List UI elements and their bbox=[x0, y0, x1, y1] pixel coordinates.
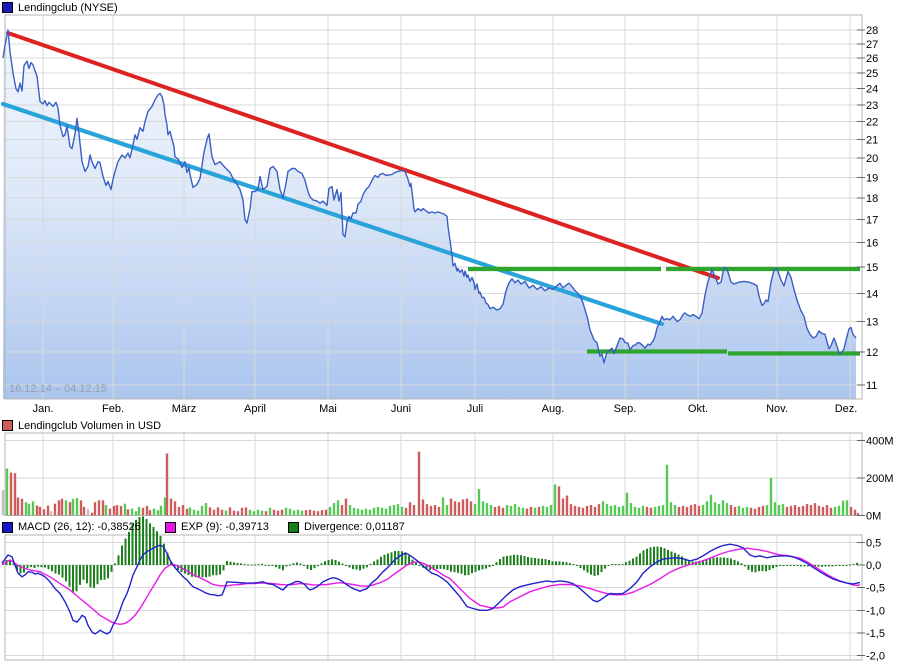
chart-title: Lendingclub (NYSE) bbox=[18, 1, 118, 14]
volume-axis-label: 200M bbox=[866, 473, 894, 485]
price-axis-label: 18 bbox=[866, 193, 878, 205]
price-axis-label: 20 bbox=[866, 153, 878, 165]
volume-axis-label: 0M bbox=[866, 510, 881, 522]
month-label: Nov. bbox=[766, 403, 788, 415]
divergence-legend-item: Divergence: 0,01187 bbox=[288, 521, 405, 533]
price-axis-label: 23 bbox=[866, 100, 878, 112]
macd-line bbox=[1, 543, 861, 635]
price-axis-label: 15 bbox=[866, 262, 878, 274]
exp-line bbox=[1, 547, 861, 626]
macd-axis-label: -2,0 bbox=[866, 651, 885, 663]
date-range-label: 16.12.14 – 04.12.15 bbox=[9, 383, 107, 395]
month-label: März bbox=[172, 403, 196, 415]
exp-legend-label: EXP (9): -0,39713 bbox=[181, 521, 269, 533]
price-axis-label: 16 bbox=[866, 238, 878, 250]
month-label: Juli bbox=[467, 403, 484, 415]
price-axis-label: 11 bbox=[866, 380, 877, 392]
macd-axis-label: 0,5 bbox=[866, 537, 881, 549]
volume-axis-label: 400M bbox=[866, 435, 894, 447]
price-axis-label: 13 bbox=[866, 317, 878, 329]
month-label: Okt. bbox=[688, 403, 708, 415]
divergence-series-icon bbox=[288, 521, 299, 533]
exp-series-icon bbox=[165, 521, 176, 533]
divergence-legend-label: Divergence: 0,01187 bbox=[304, 521, 405, 533]
month-label: Sep. bbox=[614, 403, 637, 415]
macd-axis-label: -1,0 bbox=[866, 605, 885, 617]
price-axis-label: 19 bbox=[866, 172, 878, 184]
price-axis-label: 25 bbox=[866, 68, 878, 80]
red-trendline bbox=[6, 31, 720, 280]
volume-bars bbox=[1, 451, 860, 516]
price-panel-border bbox=[4, 14, 863, 400]
month-label: Feb. bbox=[102, 403, 124, 415]
gridlines bbox=[5, 15, 862, 660]
volume-panel-border bbox=[4, 432, 863, 516]
volume-legend-label: Lendingclub Volumen in USD bbox=[18, 419, 162, 432]
month-label: Mai bbox=[319, 403, 337, 415]
macd-axis-label: -0,5 bbox=[866, 583, 885, 595]
price-series-icon bbox=[2, 2, 13, 13]
price-axis-label: 14 bbox=[866, 288, 878, 300]
price-axis-label: 27 bbox=[866, 39, 878, 51]
macd-panel-border bbox=[4, 534, 863, 661]
price-area-fill bbox=[3, 30, 856, 399]
cyan-trendline bbox=[0, 101, 665, 327]
macd-series-icon bbox=[2, 521, 13, 533]
month-label: Jan. bbox=[33, 403, 54, 415]
macd-legend-item: MACD (26, 12): -0,38526 bbox=[2, 521, 141, 533]
volume-series-icon bbox=[2, 420, 13, 431]
price-axis-label: 26 bbox=[866, 53, 878, 65]
axis-ticks bbox=[857, 29, 865, 657]
month-label: Aug. bbox=[542, 403, 565, 415]
price-axis-label: 22 bbox=[866, 117, 878, 129]
volume-legend-row: Lendingclub Volumen in USD bbox=[2, 419, 161, 432]
price-axis-label: 12 bbox=[866, 347, 878, 359]
price-axis-label: 24 bbox=[866, 84, 878, 96]
month-label: April bbox=[244, 403, 266, 415]
macd-legend-label: MACD (26, 12): -0,38526 bbox=[18, 521, 141, 533]
macd-axis-label: 0,0 bbox=[866, 560, 881, 572]
exp-legend-item: EXP (9): -0,39713 bbox=[165, 521, 269, 533]
price-axis-label: 17 bbox=[866, 215, 878, 227]
price-axis-label: 21 bbox=[866, 134, 878, 146]
month-label: Dez. bbox=[835, 403, 858, 415]
price-axis-label: 28 bbox=[866, 25, 878, 37]
title-row: Lendingclub (NYSE) bbox=[2, 1, 118, 14]
month-label: Juni bbox=[391, 403, 411, 415]
price-line bbox=[2, 29, 857, 364]
macd-axis-label: -1,5 bbox=[866, 628, 885, 640]
